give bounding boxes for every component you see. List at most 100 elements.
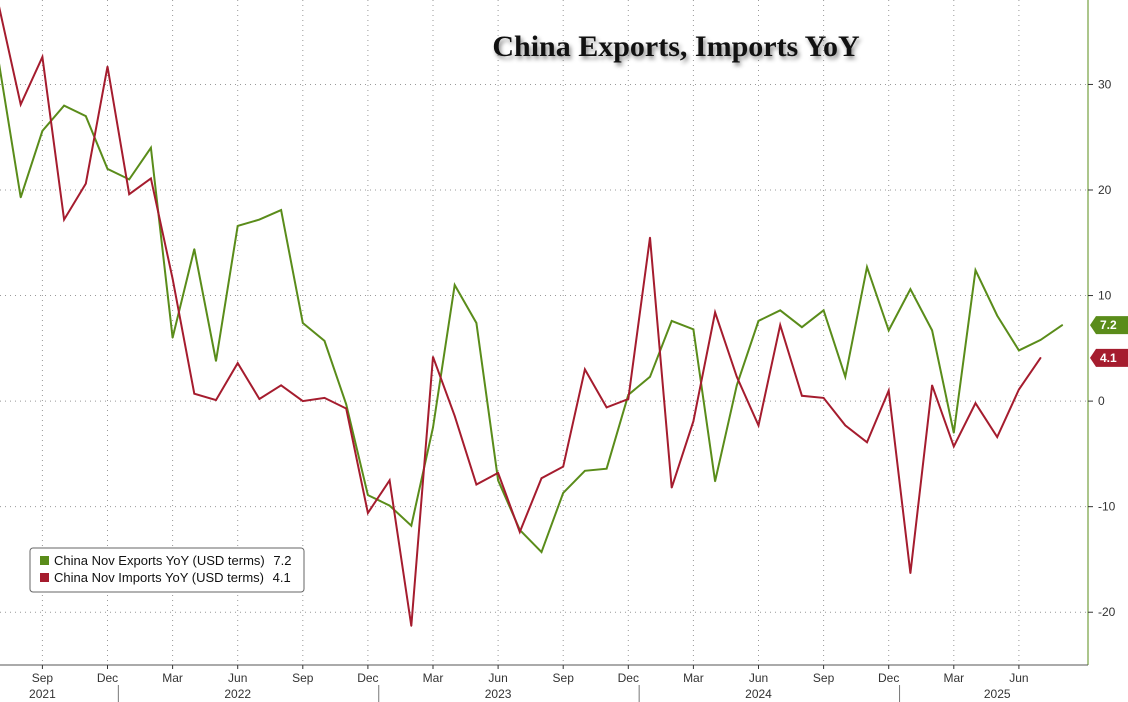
- end-tag-exports: [1090, 316, 1128, 335]
- imports-data-point: [475, 483, 478, 486]
- imports-data-point: [367, 512, 369, 514]
- exports-data-point: [106, 168, 109, 170]
- imports-data-point: [258, 398, 261, 400]
- legend-series-value: 4.1: [273, 570, 291, 585]
- imports-data-point: [171, 277, 174, 280]
- imports-data-point: [128, 193, 130, 196]
- imports-data-point: [801, 395, 803, 397]
- imports-data-point: [432, 355, 434, 358]
- exports-data-point: [670, 320, 673, 322]
- exports-data-point: [844, 376, 847, 378]
- exports-data-point: [215, 360, 217, 362]
- imports-data-point: [236, 362, 239, 364]
- legend-box: [29, 547, 305, 593]
- imports-data-point: [627, 398, 630, 400]
- exports-data-point: [562, 492, 564, 494]
- x-tick-label: Jun: [749, 671, 768, 685]
- x-tick-label: Mar: [943, 671, 964, 685]
- x-tick-label: Dec: [618, 671, 639, 685]
- exports-data-point: [996, 314, 998, 317]
- end-labels: 7.2 4.1: [1090, 316, 1128, 367]
- exports-data-point: [128, 178, 130, 181]
- exports-data-point: [931, 329, 933, 332]
- y-tick-label: 20: [1098, 183, 1112, 197]
- x-tick-label: Dec: [878, 671, 899, 685]
- exports-data-point: [714, 480, 716, 483]
- imports-data-point: [41, 56, 44, 58]
- imports-data-point: [410, 625, 413, 627]
- exports-data-point: [236, 225, 239, 227]
- exports-data-point: [757, 320, 760, 322]
- imports-data-point: [19, 103, 22, 106]
- exports-data-point: [584, 469, 586, 472]
- exports-data-point: [497, 479, 499, 482]
- exports-data-point: [605, 467, 608, 470]
- exports-data-point: [345, 403, 348, 406]
- x-year-label: 2022: [224, 687, 251, 701]
- imports-data-point: [822, 397, 825, 399]
- legend-swatch-imports: [40, 573, 49, 582]
- imports-data-point: [844, 424, 847, 427]
- exports-data-point: [41, 130, 44, 132]
- imports-data-point: [974, 402, 977, 405]
- exports-data-point: [388, 504, 391, 507]
- exports-data-point: [887, 329, 890, 332]
- series: [0, 6, 1064, 627]
- exports-data-point: [779, 309, 781, 312]
- x-year-label: 2025: [984, 687, 1011, 701]
- y-tick-label: 10: [1098, 289, 1112, 303]
- imports-data-point: [388, 479, 391, 482]
- x-tick-label: Jun: [488, 671, 507, 685]
- imports-data-point: [866, 441, 868, 444]
- imports-data-point: [85, 182, 87, 185]
- imports-data-point: [280, 384, 282, 387]
- imports-data-point: [757, 424, 760, 427]
- exports-data-point: [280, 209, 282, 211]
- imports-data-point: [649, 236, 651, 239]
- x-tick-label: Sep: [32, 671, 54, 685]
- exports-data-point: [19, 196, 22, 199]
- legend: China Nov Exports YoY (USD terms) 7.2 Ch…: [29, 547, 305, 593]
- exports-data-point: [1018, 349, 1020, 352]
- imports-data-point: [453, 415, 456, 417]
- exports-data-point: [540, 551, 543, 553]
- exports-data-point: [475, 322, 478, 324]
- legend-series-name: China Nov Imports YoY (USD terms): [54, 570, 264, 585]
- imports-data-point: [497, 472, 499, 474]
- imports-data-point: [215, 399, 217, 401]
- legend-series-value: 7.2: [273, 553, 291, 568]
- exports-data-point: [736, 384, 738, 387]
- x-tick-label: Sep: [553, 671, 575, 685]
- exports-data-point: [953, 431, 955, 434]
- imports-data-point: [692, 420, 695, 422]
- exports-data-point: [866, 266, 868, 268]
- x-tick-label: Sep: [292, 671, 314, 685]
- x-year-label: 2021: [29, 687, 56, 701]
- y-axis: 30 20 10 0 -10 -20: [1088, 77, 1116, 619]
- exports-data-point: [171, 336, 174, 339]
- imports-data-point: [996, 436, 998, 438]
- imports-data-point: [106, 65, 109, 68]
- exports-data-point: [649, 376, 651, 378]
- imports-data-point: [540, 477, 543, 479]
- exports-data-point: [323, 340, 326, 342]
- y-tick-label: -10: [1098, 500, 1116, 514]
- x-tick-label: Dec: [97, 671, 118, 685]
- imports-data-point: [562, 465, 564, 468]
- imports-data-point: [193, 392, 196, 395]
- exports-data-point: [85, 115, 87, 117]
- exports-data-point: [258, 218, 261, 221]
- exports-data-point: [302, 322, 304, 324]
- x-tick-label: Sep: [813, 671, 835, 685]
- legend-label-exports: China Nov Exports YoY (USD terms) 7.2: [54, 553, 291, 568]
- chart-title: China Exports, Imports YoY: [492, 30, 860, 63]
- x-year-label: 2024: [745, 687, 772, 701]
- legend-swatch-exports: [40, 556, 49, 565]
- exports-data-point: [692, 328, 695, 331]
- exports-data-point: [367, 494, 369, 496]
- x-axis: Sep Dec Mar Jun Sep Dec Mar Jun Sep Dec Mar Jun Sep D…: [29, 665, 1029, 702]
- grid: [0, 0, 1088, 665]
- end-tag-imports: [1090, 348, 1128, 367]
- legend-series-name: China Nov Exports YoY (USD terms): [54, 553, 265, 568]
